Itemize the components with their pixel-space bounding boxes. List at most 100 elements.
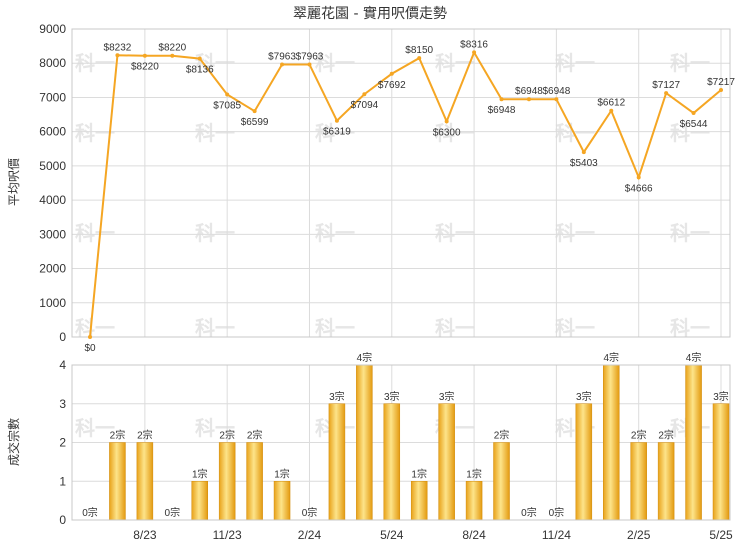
- price-tick-label: 0: [59, 330, 66, 344]
- volume-bar: [493, 442, 510, 521]
- volume-data-label: 2宗: [631, 429, 647, 442]
- price-point: [88, 335, 92, 339]
- price-data-label: $8220: [131, 62, 159, 73]
- price-tick-label: 3000: [39, 227, 66, 241]
- price-point: [197, 56, 202, 61]
- price-data-label: $8150: [405, 45, 433, 56]
- volume-data-label: 4宗: [686, 351, 702, 364]
- volume-bar: [712, 403, 730, 521]
- volume-data-label: 1宗: [274, 467, 290, 480]
- watermark-text: 科一: [555, 316, 595, 340]
- price-tick-label: 6000: [39, 125, 66, 139]
- price-data-label: $8220: [158, 43, 186, 54]
- watermark-text: 科一: [555, 221, 595, 245]
- price-point: [225, 92, 230, 97]
- volume-data-label: 0宗: [521, 506, 537, 519]
- volume-data-label: 3宗: [713, 390, 729, 403]
- volume-data-label: 3宗: [576, 390, 592, 403]
- volume-bar: [109, 442, 126, 521]
- price-data-label: $8136: [186, 65, 214, 76]
- price-data-label: $6612: [597, 98, 625, 109]
- x-tick-label: 11/24: [542, 528, 571, 542]
- price-data-label: $6948: [488, 105, 516, 116]
- watermark-text: 科一: [435, 316, 475, 340]
- volume-plot-frame: [71, 364, 731, 521]
- volume-data-label: 4宗: [357, 351, 373, 364]
- price-point: [636, 175, 641, 180]
- watermark-text: 科一: [195, 416, 235, 440]
- volume-panel: 0 1 2 3 4 8/23 11/23 2/24 5/24 8/24 11/24 2/25 5/25 0…: [59, 351, 733, 542]
- price-point: [499, 97, 504, 102]
- price-plot-frame: [71, 28, 731, 338]
- x-tick-label: 2/24: [298, 528, 322, 542]
- volume-tick-label: 1: [59, 474, 66, 488]
- watermark-text: 科一: [75, 316, 115, 340]
- volume-data-label: 2宗: [110, 429, 126, 442]
- volume-bar: [657, 442, 675, 521]
- volume-data-label: 2宗: [658, 429, 674, 442]
- price-tick-label: 4000: [39, 193, 66, 207]
- price-point: [472, 50, 477, 55]
- x-tick-label: 2/25: [627, 528, 651, 542]
- volume-bar: [685, 364, 702, 521]
- price-data-label: $6319: [323, 127, 351, 138]
- price-data-label: $7692: [378, 80, 406, 91]
- watermark-text: 科一: [195, 221, 235, 245]
- price-data-label: $6544: [680, 119, 708, 130]
- price-point: [334, 118, 339, 123]
- price-tick-label: 5000: [39, 159, 66, 173]
- price-point: [307, 62, 312, 67]
- volume-bar: [383, 403, 401, 521]
- watermark-text: 科一: [435, 121, 475, 145]
- volume-axis-label: 成交宗數: [6, 418, 21, 466]
- volume-bar: [246, 442, 263, 521]
- price-data-label: $6948: [515, 86, 543, 97]
- price-data-label: $5403: [570, 158, 598, 169]
- x-tick-label: 5/24: [380, 528, 404, 542]
- volume-bar: [136, 442, 154, 521]
- chart-title: 翠麗花園 - 實用呎價走勢: [293, 5, 447, 22]
- price-data-label: $7085: [213, 101, 241, 112]
- volume-data-label: 1宗: [192, 467, 208, 480]
- price-data-label: $7963: [268, 51, 296, 62]
- price-axis-label: 平均呎價: [7, 158, 21, 206]
- price-point: [280, 62, 285, 67]
- volume-bar: [410, 481, 428, 521]
- price-point: [609, 108, 614, 113]
- volume-bar: [465, 481, 483, 521]
- watermark-text: 科一: [195, 316, 235, 340]
- x-tick-label: 5/25: [709, 528, 733, 542]
- watermark-text: 科一: [75, 221, 115, 245]
- price-data-label: $7094: [350, 100, 378, 111]
- price-point: [389, 71, 394, 76]
- watermark-text: 科一: [670, 121, 710, 145]
- price-data-label: $6599: [241, 117, 269, 128]
- price-point: [664, 91, 669, 96]
- x-tick-label: 11/23: [213, 528, 242, 542]
- price-data-label: $7217: [707, 77, 735, 88]
- volume-bar: [438, 403, 455, 521]
- price-point: [252, 109, 257, 114]
- volume-bar: [218, 442, 236, 521]
- volume-tick-label: 4: [59, 358, 66, 372]
- volume-bar: [603, 364, 620, 521]
- price-tick-label: 9000: [39, 22, 66, 36]
- watermark-text: 科一: [670, 221, 710, 245]
- volume-data-label: 2宗: [219, 429, 235, 442]
- price-point: [362, 92, 367, 97]
- price-point: [691, 111, 696, 116]
- price-data-label: $6948: [542, 86, 570, 97]
- x-tick-label: 8/23: [133, 528, 157, 542]
- volume-tick-label: 0: [59, 513, 66, 527]
- volume-tick-label: 2: [59, 436, 66, 450]
- volume-bar: [273, 481, 291, 521]
- volume-bar: [328, 403, 346, 521]
- volume-bar: [356, 364, 373, 521]
- price-point: [142, 53, 147, 58]
- watermark-text: 科一: [315, 121, 355, 145]
- price-data-label: $4666: [625, 183, 653, 194]
- volume-data-label: 1宗: [466, 467, 482, 480]
- watermark-text: 科一: [195, 121, 235, 145]
